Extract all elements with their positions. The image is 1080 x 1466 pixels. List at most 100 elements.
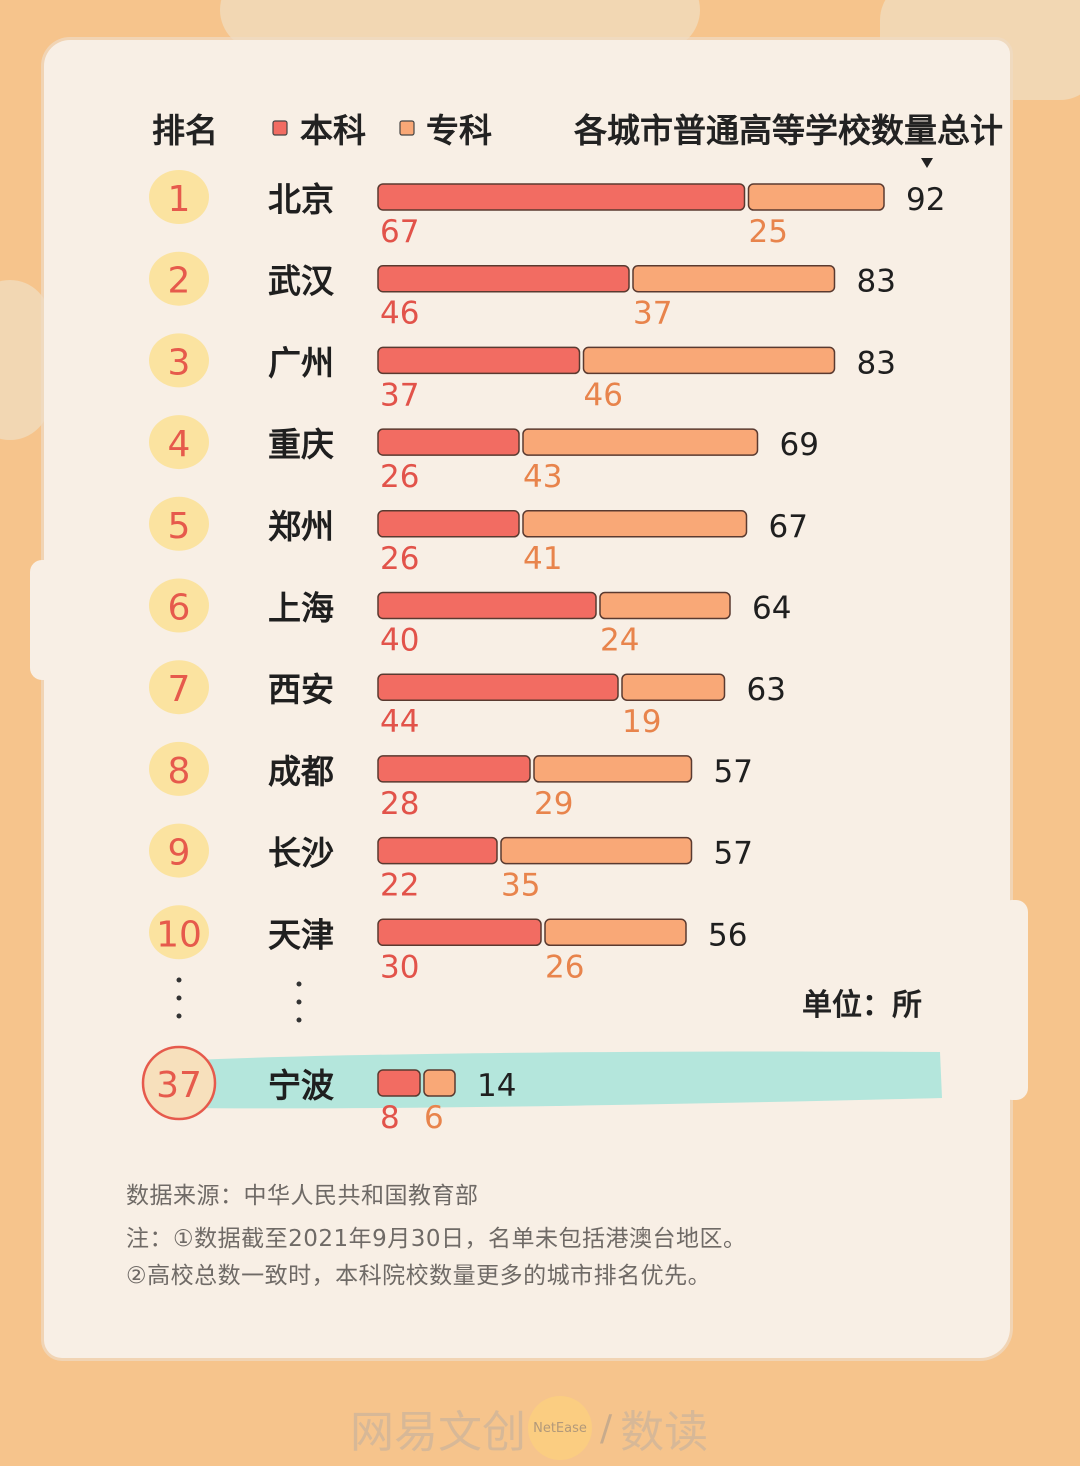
value-total-2: 83 [857,345,896,381]
footnote-1: 注：①数据截至2021年9月30日，名单未包括港澳台地区。 [126,1226,747,1252]
value-total-7: 57 [714,754,753,790]
paper-notch-right [1000,900,1028,1100]
rank-circle-6 [149,660,209,715]
bar-undergrad-4 [377,510,520,538]
rank-number-1: 2 [168,261,191,302]
value-total-3: 69 [780,427,819,463]
footnote-2: ②高校总数一致时，本科院校数量更多的城市排名优先。 [126,1263,712,1289]
rank-number-0: 1 [168,179,191,220]
value-junior-highlight: 6 [424,1100,444,1136]
value-total-9: 56 [708,917,747,953]
bar-junior-7 [533,755,693,783]
value-undergrad-2: 37 [380,377,419,413]
bar-undergrad-3 [377,428,520,456]
legend-swatch-undergrad [272,120,288,136]
bar-undergrad-5 [377,591,597,620]
bar-junior-4 [522,510,748,538]
ellipsis-dot-rank-1 [176,995,182,1001]
city-name-4: 郑州 [268,507,334,546]
bar-undergrad-0 [377,183,746,211]
value-undergrad-7: 28 [380,786,419,822]
value-junior-2: 46 [584,377,623,413]
watermark: 网易文创 NetEase / 数读 [350,1396,709,1460]
value-undergrad-highlight: 8 [380,1100,400,1136]
rank-circle-0 [149,170,209,224]
ellipsis-dot-city-1 [296,999,302,1005]
bar-junior-2 [582,346,836,375]
city-name-9: 天津 [268,915,334,954]
value-undergrad-5: 40 [380,623,419,659]
value-undergrad-6: 44 [380,704,419,740]
rank-number-9: 10 [156,914,202,955]
bar-junior-3 [522,428,759,456]
city-name-5: 上海 [268,589,334,628]
bar-junior-5 [599,591,731,620]
value-junior-5: 24 [600,623,639,659]
value-undergrad-4: 26 [380,541,419,577]
ellipsis-dot-rank-0 [176,977,182,983]
value-total-1: 83 [857,264,896,300]
value-undergrad-9: 30 [380,949,419,985]
city-name-3: 重庆 [268,425,334,464]
bar-junior-1 [632,264,836,293]
value-junior-7: 29 [534,786,573,822]
city-name-6: 西安 [268,670,334,709]
value-junior-1: 37 [633,296,672,332]
total-indicator-icon [921,158,933,168]
city-name-2: 广州 [268,343,334,382]
value-undergrad-8: 22 [380,868,419,904]
ellipsis-dot-city-0 [296,981,302,987]
rank-circle-1 [149,251,209,306]
city-name-1: 武汉 [268,262,335,301]
value-junior-6: 19 [622,704,661,740]
value-junior-9: 26 [545,949,584,985]
rank-circle-7 [149,741,209,796]
city-name-8: 长沙 [268,834,334,873]
rank-number-3: 4 [168,424,191,465]
value-junior-8: 35 [501,868,540,904]
bar-undergrad-1 [377,264,630,293]
legend-label-junior: 专科 [426,111,492,150]
bar-undergrad-9 [377,918,542,947]
legend-swatch-junior [399,120,415,136]
rank-header: 排名 [152,111,218,150]
bar-undergrad-2 [377,346,581,375]
bar-undergrad-highlight [377,1069,421,1097]
value-total-highlight: 14 [477,1068,516,1104]
rank-number-6: 7 [168,669,191,710]
city-name-0: 北京 [268,180,334,219]
value-total-6: 63 [747,672,786,708]
unit-label: 单位：所 [802,988,922,1023]
paper-notch-left [30,560,60,680]
city-name-highlight: 宁波 [268,1066,334,1105]
watermark-brand: 网易文创 [350,1407,526,1458]
ellipsis-dot-city-2 [296,1017,302,1023]
bar-junior-6 [621,673,726,701]
value-total-0: 92 [906,182,945,218]
legend-label-undergrad: 本科 [300,111,366,150]
rank-number-5: 6 [168,588,191,629]
rank-number-4: 5 [168,506,191,547]
bar-undergrad-7 [377,755,531,783]
watermark-logo-icon: NetEase [528,1396,592,1460]
watermark-slash: / [600,1407,613,1449]
value-junior-4: 41 [523,541,562,577]
bar-junior-0 [747,183,885,211]
rank-circle-8 [149,823,209,878]
rank-circle-2 [149,333,209,388]
background-blob-left [0,280,50,440]
rank-number-2: 3 [168,342,191,383]
value-junior-3: 43 [523,459,562,495]
bar-undergrad-8 [377,836,498,865]
bar-junior-9 [544,918,687,947]
chart-title: 各城市普通高等学校数量总计 [573,111,1003,150]
rank-number-7: 8 [168,751,191,792]
bar-junior-highlight [423,1069,456,1097]
value-junior-0: 25 [749,214,788,250]
rank-number-8: 9 [168,833,191,874]
rank-circle-5 [149,578,209,633]
bar-junior-8 [500,836,693,865]
value-undergrad-1: 46 [380,296,419,332]
watermark-product: 数读 [620,1407,709,1458]
